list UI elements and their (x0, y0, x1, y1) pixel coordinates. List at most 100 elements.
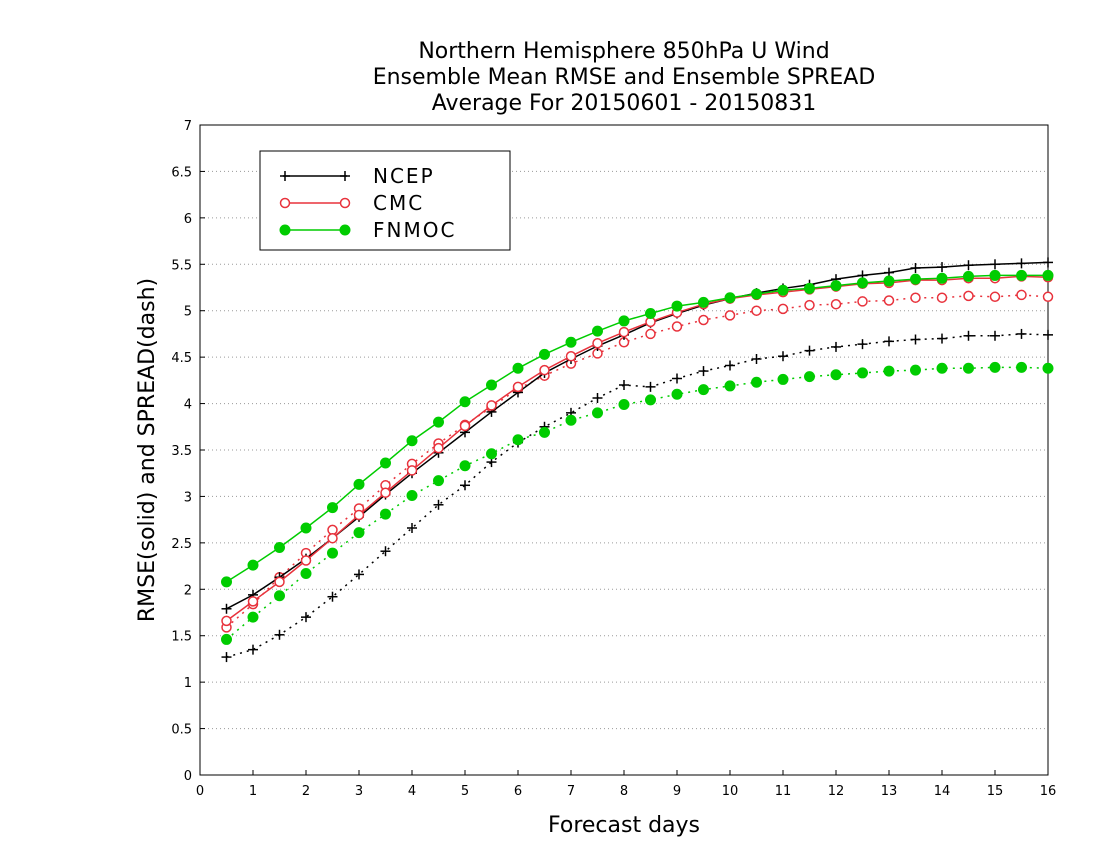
cmc-rmse-point (247, 596, 259, 607)
fnmoc-spread-point (406, 490, 418, 501)
y-tick-label: 5.5 (171, 258, 192, 273)
fnmoc-spread-line (226, 366, 1049, 641)
legend-marker-end (339, 197, 351, 209)
y-tick-label: 5 (184, 305, 192, 320)
cmc-spread-point (804, 299, 815, 311)
y-tick-label: 4 (184, 398, 192, 413)
x-tick-label: 11 (775, 784, 792, 799)
ncep-rmse-point (963, 260, 974, 271)
fnmoc-spread-point (512, 434, 524, 446)
x-tick-label: 14 (934, 784, 951, 799)
x-tick-label: 0 (196, 784, 204, 799)
cmc-spread-point (1016, 289, 1027, 301)
fnmoc-spread-point (486, 448, 497, 460)
ncep-spread-point (327, 591, 338, 602)
fnmoc-rmse-point (221, 576, 232, 588)
x-tick-label: 16 (1040, 784, 1057, 799)
legend-label-cmc: CMC (373, 191, 424, 215)
legend-marker-start (280, 171, 290, 181)
fnmoc-spread-point (327, 547, 338, 559)
fnmoc-rmse-series (221, 269, 1054, 588)
x-tick-label: 5 (461, 784, 469, 799)
title-line-1: Northern Hemisphere 850hPa U Wind (418, 39, 829, 64)
ncep-spread-point (778, 351, 788, 362)
ncep-spread-point (619, 380, 629, 390)
y-tick-label: 3.5 (171, 444, 192, 459)
fnmoc-spread-point (671, 388, 683, 400)
ncep-spread-point (645, 381, 656, 392)
title-line-3: Average For 20150601 - 20150831 (432, 91, 817, 116)
ncep-spread-point (380, 546, 391, 557)
fnmoc-spread-point (274, 590, 285, 602)
legend-item-fnmoc: FNMOC (279, 218, 454, 242)
fnmoc-spread-point (539, 426, 550, 438)
cmc-rmse-point (221, 615, 232, 627)
fnmoc-rmse-point (724, 292, 736, 304)
ncep-spread-point (963, 330, 974, 341)
fnmoc-rmse-point (406, 435, 418, 447)
cmc-spread-point (857, 296, 868, 307)
cmc-rmse-point (353, 509, 365, 521)
cmc-spread-series (221, 289, 1054, 633)
fnmoc-spread-point (963, 362, 974, 374)
cmc-spread-point (963, 290, 974, 302)
legend-marker-end (339, 224, 351, 236)
y-tick-label: 1.5 (171, 630, 192, 645)
ncep-spread-point (910, 334, 921, 345)
fnmoc-rmse-point (1016, 269, 1027, 281)
fnmoc-rmse-point (989, 269, 1001, 281)
fnmoc-spread-point (777, 373, 789, 385)
ncep-spread-point (751, 354, 762, 364)
cmc-spread-line (226, 294, 1049, 628)
ncep-spread-point (274, 629, 285, 640)
x-tick-label: 7 (567, 784, 575, 799)
legend-marker-start (279, 197, 291, 209)
fnmoc-rmse-point (327, 502, 338, 514)
y-tick-label: 1 (184, 676, 192, 691)
ncep-rmse-point (910, 263, 921, 273)
ncep-rmse-line (226, 261, 1049, 610)
cmc-spread-point (910, 292, 921, 303)
ncep-spread-point (990, 330, 1000, 341)
fnmoc-spread-point (1016, 361, 1027, 373)
fnmoc-rmse-point (539, 348, 550, 360)
ncep-rmse-point (221, 603, 232, 614)
cmc-spread-point (989, 291, 1001, 303)
y-tick-label: 0 (184, 769, 192, 784)
fnmoc-rmse-point (1042, 269, 1054, 281)
fnmoc-spread-point (910, 364, 921, 376)
fnmoc-rmse-point (512, 362, 524, 374)
fnmoc-spread-point (618, 399, 630, 410)
ticks-layer: 00.511.522.533.544.555.566.570 1 2 3 4 5 6 7 8 9 1… (171, 119, 1056, 799)
ncep-spread-point (672, 373, 682, 384)
ncep-spread-point (698, 366, 709, 377)
ncep-spread-point (407, 523, 417, 533)
ncep-spread-point (937, 333, 947, 344)
fnmoc-spread-point (830, 369, 842, 381)
fnmoc-spread-point (433, 475, 444, 487)
cmc-spread-point (698, 314, 709, 326)
y-tick-label: 2.5 (171, 537, 192, 552)
cmc-rmse-point (274, 576, 285, 588)
legend-box (259, 150, 511, 251)
fnmoc-rmse-point (459, 396, 471, 408)
cmc-rmse-point (380, 487, 391, 498)
x-tick-label: 8 (620, 784, 628, 799)
ncep-rmse-point (1043, 257, 1053, 268)
fnmoc-rmse-point (883, 275, 895, 287)
fnmoc-rmse-point (353, 478, 365, 490)
x-tick-label: 3 (355, 784, 363, 799)
fnmoc-spread-point (1042, 362, 1054, 374)
y-tick-label: 0.5 (171, 723, 192, 738)
fnmoc-rmse-point (565, 336, 577, 348)
fnmoc-rmse-point (804, 282, 815, 294)
y-tick-label: 2 (184, 583, 192, 598)
ncep-spread-point (831, 341, 841, 352)
cmc-rmse-point (433, 442, 444, 454)
fnmoc-rmse-point (300, 522, 312, 534)
fnmoc-spread-point (592, 407, 603, 419)
cmc-spread-point (724, 310, 736, 321)
x-tick-label: 4 (408, 784, 416, 799)
ncep-rmse-point (1016, 258, 1027, 269)
